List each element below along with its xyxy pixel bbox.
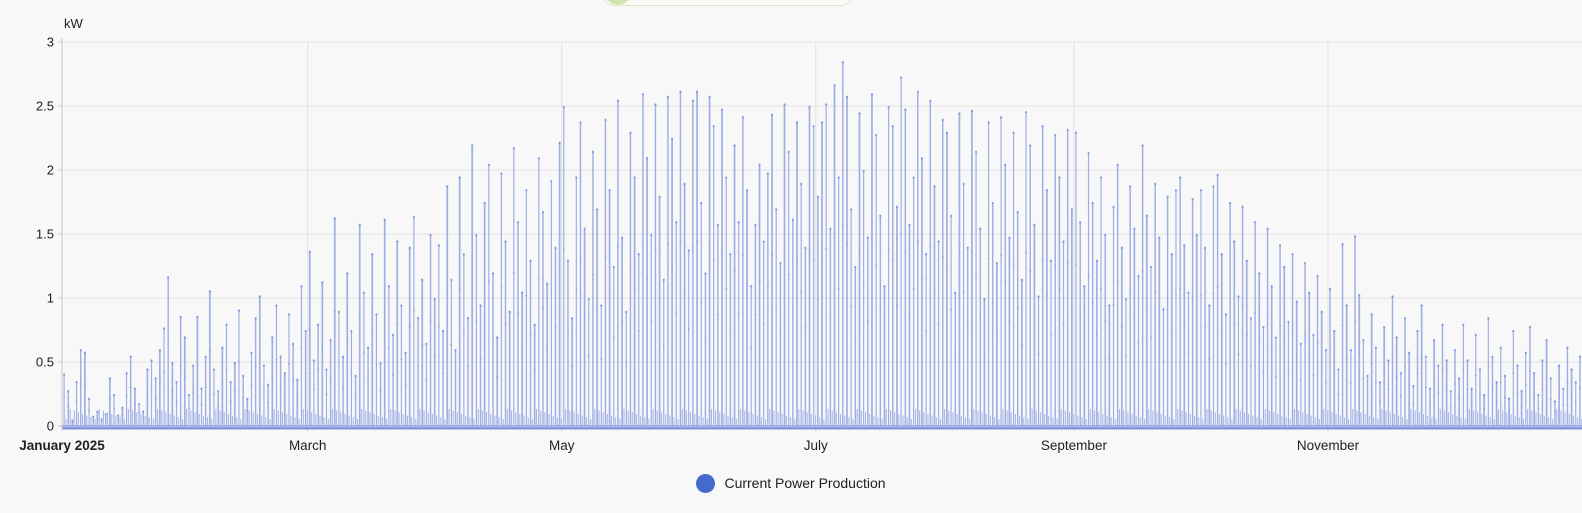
svg-text:0.5: 0.5 <box>36 355 54 370</box>
svg-text:November: November <box>1297 438 1360 453</box>
power-production-chart[interactable]: 0 0.5 1 1.5 2 2.5 3 kW January 2025 March May July S… <box>0 0 1582 460</box>
series-current-power-production <box>62 61 1582 430</box>
legend-label: Current Power Production <box>724 475 886 491</box>
chart-legend: Current Power Production <box>0 470 1582 496</box>
series-baseline-band <box>62 425 1582 429</box>
x-axis-labels: January 2025 March May July September Novembe… <box>19 438 1359 453</box>
y-axis-ticks <box>58 41 62 427</box>
y-axis-unit-label: kW <box>64 16 84 31</box>
legend-item-current-power-production[interactable]: Current Power Production <box>696 473 886 493</box>
svg-text:March: March <box>289 438 327 453</box>
x-gridlines <box>307 42 1329 426</box>
y-axis-labels: 0 0.5 1 1.5 2 2.5 3 <box>36 35 54 434</box>
svg-text:2.5: 2.5 <box>36 99 54 114</box>
power-production-chart-svg[interactable]: 0 0.5 1 1.5 2 2.5 3 kW January 2025 March May July S… <box>0 0 1582 460</box>
legend-color-dot <box>696 473 716 493</box>
toast-status-icon <box>604 0 632 5</box>
svg-text:January 2025: January 2025 <box>19 438 105 453</box>
svg-text:1: 1 <box>47 291 54 306</box>
svg-text:2: 2 <box>47 163 54 178</box>
svg-text:July: July <box>804 438 828 453</box>
svg-text:September: September <box>1041 438 1108 453</box>
svg-text:3: 3 <box>47 35 54 50</box>
svg-text:0: 0 <box>47 419 54 434</box>
svg-text:1.5: 1.5 <box>36 227 54 242</box>
svg-text:May: May <box>549 438 575 453</box>
